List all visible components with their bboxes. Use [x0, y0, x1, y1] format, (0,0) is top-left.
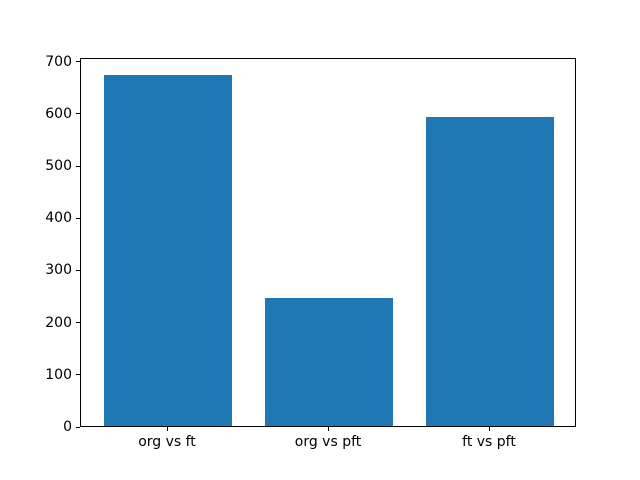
x-tick-mark: [166, 427, 168, 431]
x-tick-label: org vs ft: [138, 434, 196, 450]
y-tick-mark: [76, 217, 80, 219]
y-tick-label: 700: [45, 53, 72, 70]
y-tick-label: 100: [45, 366, 72, 383]
y-tick-mark: [76, 322, 80, 324]
y-tick-mark: [76, 426, 80, 428]
bar-org-vs-pft: [264, 297, 394, 426]
y-tick-label: 0: [63, 419, 72, 435]
x-tick-label: org vs pft: [294, 434, 362, 450]
y-tick-label: 400: [45, 210, 72, 227]
y-tick-mark: [76, 113, 80, 115]
y-tick-mark: [76, 165, 80, 167]
y-tick-mark: [76, 61, 80, 63]
x-tick-mark: [327, 427, 329, 431]
bar-org-vs-ft: [103, 74, 233, 426]
x-tick-label: ft vs pft: [462, 434, 516, 450]
y-tick-mark: [76, 269, 80, 271]
y-tick-mark: [76, 374, 80, 376]
plot-area: [80, 58, 576, 427]
bar-ft-vs-pft: [425, 116, 555, 426]
y-tick-label: 500: [45, 158, 72, 174]
y-tick-label: 200: [45, 314, 72, 331]
x-tick-mark: [488, 427, 490, 431]
y-tick-label: 300: [45, 262, 72, 279]
y-tick-label: 600: [45, 105, 72, 122]
